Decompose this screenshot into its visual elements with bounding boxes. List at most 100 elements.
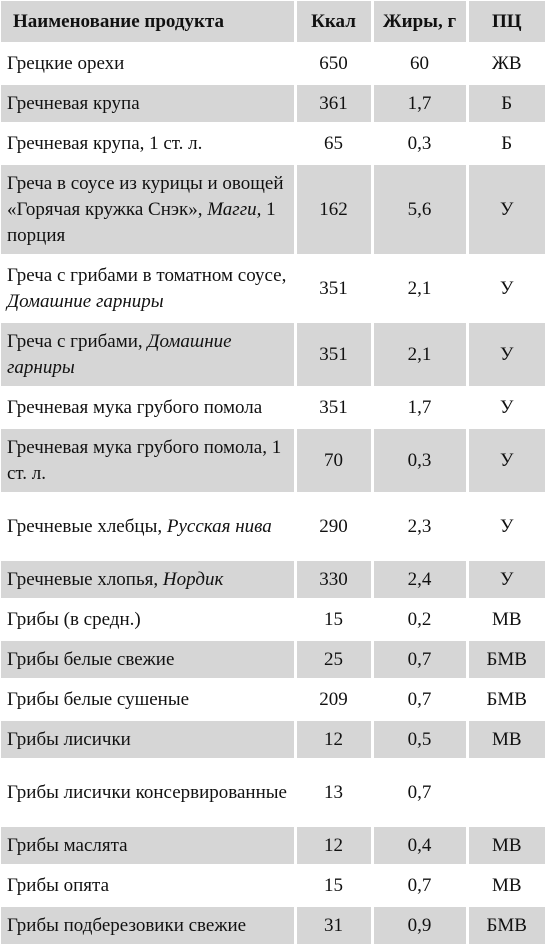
- table-row: Греча в соусе из курицы и овощей «Горяча…: [1, 163, 545, 257]
- fat-cell: 1,7: [372, 387, 469, 429]
- fat-cell: 0,7: [372, 679, 469, 721]
- header-fat: Жиры, г: [372, 1, 469, 45]
- kcal-cell: 15: [295, 865, 374, 907]
- fat-cell: 2,1: [372, 255, 469, 323]
- table-row: Греча с грибами, Домашние гарниры 351 2,1 У: [1, 321, 545, 389]
- kcal-cell: 330: [295, 559, 374, 601]
- product-name: Гречневые хлопья,: [7, 568, 163, 590]
- product-name: Грибы лисички: [7, 728, 131, 750]
- kcal-cell: 13: [295, 759, 374, 827]
- product-name: Грибы подберезовики свежие: [7, 914, 247, 936]
- kcal-cell: 361: [295, 83, 374, 125]
- product-name: Грибы (в средн.): [7, 608, 141, 630]
- table-row: Грибы лисички 12 0,5 МВ: [1, 719, 545, 761]
- product-brand: Домашние гарниры: [7, 330, 232, 378]
- product-name-cell: Гречневые хлопья, Нордик: [1, 559, 297, 601]
- table-row: Грецкие орехи 650 60 ЖВ: [1, 43, 545, 85]
- product-name-cell: Грибы (в средн.): [1, 599, 297, 641]
- fat-cell: 0,9: [372, 905, 469, 947]
- fat-cell: 2,3: [372, 493, 469, 561]
- product-name: Гречневые хлебцы,: [7, 515, 167, 537]
- product-name-cell: Грибы лисички: [1, 719, 297, 761]
- table-row: Грибы опята 15 0,7 МВ: [1, 865, 545, 907]
- header-kcal: Ккал: [295, 1, 374, 45]
- fat-cell: 60: [372, 43, 469, 85]
- product-name-cell: Гречневая мука грубого помола: [1, 387, 297, 429]
- fat-cell: 5,6: [372, 163, 469, 257]
- table-row: Грибы (в средн.) 15 0,2 МВ: [1, 599, 545, 641]
- pc-cell: Б: [467, 83, 545, 125]
- kcal-cell: 209: [295, 679, 374, 721]
- product-name-cell: Грибы лисички консервированные: [1, 759, 297, 827]
- product-name-cell: Гречневая мука грубого помола, 1 ст. л.: [1, 427, 297, 495]
- product-name: Грибы лисички консервированные: [7, 781, 287, 803]
- fat-cell: 0,3: [372, 123, 469, 165]
- product-brand: Домашние гарниры: [7, 290, 164, 312]
- product-name: Гречневая мука грубого помола, 1 ст. л.: [7, 436, 282, 484]
- table-row: Греча с грибами в томатном соусе, Домашн…: [1, 255, 545, 323]
- header-pc: ПЦ: [467, 1, 545, 45]
- kcal-cell: 70: [295, 427, 374, 495]
- header-row: Наименование продукта Ккал Жиры, г ПЦ: [1, 1, 545, 45]
- fat-cell: 0,7: [372, 639, 469, 681]
- pc-cell: У: [467, 163, 545, 257]
- kcal-cell: 650: [295, 43, 374, 85]
- fat-cell: 0,5: [372, 719, 469, 761]
- kcal-cell: 290: [295, 493, 374, 561]
- product-name-cell: Греча с грибами в томатном соусе, Домашн…: [1, 255, 297, 323]
- pc-cell: У: [467, 427, 545, 495]
- table-row: Гречневая мука грубого помола 351 1,7 У: [1, 387, 545, 429]
- product-name-cell: Греча в соусе из курицы и овощей «Горяча…: [1, 163, 297, 257]
- product-brand: Магги,: [207, 198, 262, 220]
- product-name: Греча с грибами,: [7, 330, 148, 352]
- product-name-cell: Греча с грибами, Домашние гарниры: [1, 321, 297, 389]
- product-name: Грецкие орехи: [7, 52, 125, 74]
- product-name-cell: Грибы маслята: [1, 825, 297, 867]
- product-portion: 1 порция: [7, 198, 276, 246]
- product-name: Грибы белые свежие: [7, 648, 175, 670]
- product-name-cell: Гречневые хлебцы, Русская нива: [1, 493, 297, 561]
- table-row: Грибы маслята 12 0,4 МВ: [1, 825, 545, 867]
- table-row: Гречневая мука грубого помола, 1 ст. л. 7…: [1, 427, 545, 495]
- product-name-cell: Грибы подберезовики свежие: [1, 905, 297, 947]
- table-row: Грибы белые свежие 25 0,7 БМВ: [1, 639, 545, 681]
- product-brand: Русская нива: [166, 515, 272, 537]
- table-row: Грибы подберезовики свежие 31 0,9 БМВ: [1, 905, 545, 947]
- product-name: Греча в соусе из курицы и овощей «Горяча…: [7, 172, 284, 220]
- product-name: Греча с грибами в томатном соусе,: [7, 264, 287, 286]
- kcal-cell: 25: [295, 639, 374, 681]
- table-row: Грибы белые сушеные 209 0,7 БМВ: [1, 679, 545, 721]
- pc-cell: ЖВ: [467, 43, 545, 85]
- product-name: Грибы маслята: [7, 834, 128, 856]
- fat-cell: 1,7: [372, 83, 469, 125]
- product-name: Грибы белые сушеные: [7, 688, 190, 710]
- table-row: Гречневая крупа, 1 ст. л. 65 0,3 Б: [1, 123, 545, 165]
- kcal-cell: 162: [295, 163, 374, 257]
- kcal-cell: 15: [295, 599, 374, 641]
- table-row: Гречневые хлебцы, Русская нива 290 2,3 У: [1, 493, 545, 561]
- product-name-cell: Грецкие орехи: [1, 43, 297, 85]
- product-brand: Нордик: [162, 568, 224, 590]
- product-name: Гречневая мука грубого помола: [7, 396, 263, 418]
- kcal-cell: 351: [295, 321, 374, 389]
- pc-cell: У: [467, 559, 545, 601]
- fat-cell: 0,7: [372, 759, 469, 827]
- product-name: Гречневая крупа, 1 ст. л.: [7, 132, 203, 154]
- product-name-cell: Грибы опята: [1, 865, 297, 907]
- pc-cell: [467, 759, 545, 827]
- pc-cell: У: [467, 387, 545, 429]
- pc-cell: У: [467, 255, 545, 323]
- product-name-cell: Грибы белые сушеные: [1, 679, 297, 721]
- pc-cell: Б: [467, 123, 545, 165]
- fat-cell: 2,4: [372, 559, 469, 601]
- pc-cell: У: [467, 493, 545, 561]
- kcal-cell: 12: [295, 825, 374, 867]
- product-name: Грибы опята: [7, 874, 110, 896]
- fat-cell: 0,3: [372, 427, 469, 495]
- pc-cell: МВ: [467, 719, 545, 761]
- kcal-cell: 31: [295, 905, 374, 947]
- table-row: Гречневые хлопья, Нордик 330 2,4 У: [1, 559, 545, 601]
- fat-cell: 0,2: [372, 599, 469, 641]
- pc-cell: МВ: [467, 599, 545, 641]
- product-name-cell: Гречневая крупа: [1, 83, 297, 125]
